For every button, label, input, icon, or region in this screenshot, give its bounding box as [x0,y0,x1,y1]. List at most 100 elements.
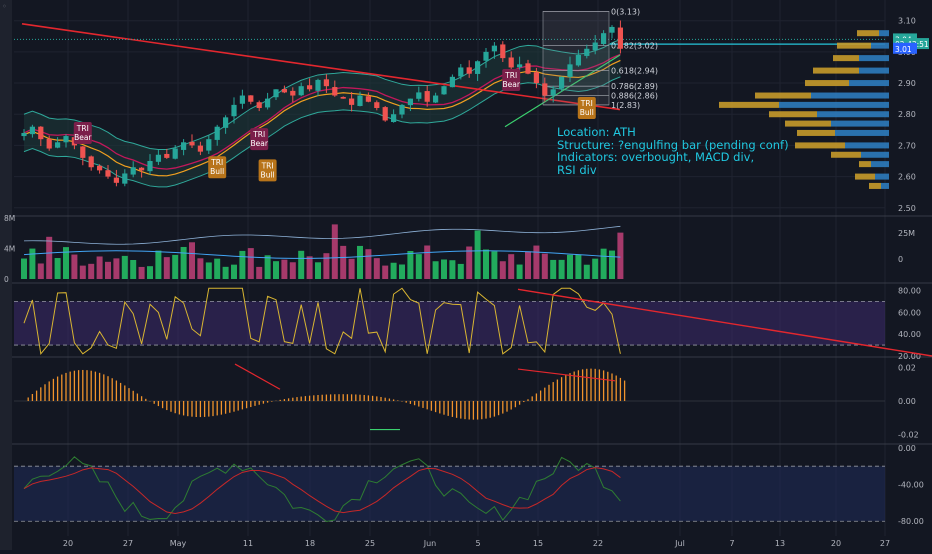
fib-label-1: 0.382(3.02) [611,42,658,51]
ema-cloud-line-b [23,59,621,177]
candle-body-1 [29,126,35,135]
volume-bar-70 [609,250,615,279]
rsi-tick-1: 60.00 [898,308,921,317]
fourth-band-fill [14,466,885,522]
pattern-marker-4 [502,68,521,91]
candle-body-0 [21,132,27,137]
candle-body-18 [172,148,178,159]
pattern-marker-5 [577,97,596,119]
volume-bar-20 [189,242,195,279]
volume-bar-60 [525,251,531,279]
candle-body-21 [197,145,203,152]
x-tick-label-12: 13 [775,539,785,548]
volume-bar-14 [138,266,145,279]
candle-body-43 [382,107,388,121]
candle-body-26 [239,95,245,104]
volume-bar-44 [390,262,397,279]
volume-bar-33 [298,250,305,279]
volume-bar-21 [197,258,204,279]
volume-bar-55 [483,249,489,279]
price-tick-label-0: 3.10 [898,17,916,26]
candle-body-24 [223,117,229,128]
candle-body-45 [399,104,405,115]
x-tick-label-2: May [170,539,187,548]
candle-body-67 [584,48,590,56]
volume-bar-69 [600,248,607,279]
volume-bar-66 [575,254,582,279]
volume-bar-30 [273,261,279,279]
vprofile-down-2 [859,55,889,62]
candle-body-58 [508,57,514,68]
vprofile-up-14 [869,182,881,189]
volume-left-tick-2: 0 [4,275,9,284]
candle-body-55 [483,51,489,61]
vprofile-down-6 [779,101,889,108]
rsi-tick-3: 20.00 [898,352,921,361]
volume-bar-9 [96,256,103,279]
candle-body-54 [475,61,481,74]
volume-bar-17 [163,257,170,279]
volume-bar-50 [441,259,447,279]
candle-body-4 [55,142,61,148]
fourth-tick-0: 0.00 [898,444,916,453]
volume-bar-22 [205,262,212,279]
x-tick-label-1: 27 [123,539,133,548]
volume-bar-57 [499,261,506,279]
volume-bar-0 [21,258,27,279]
fourth-tick-1: -40.00 [898,481,924,490]
candle-body-40 [357,95,363,106]
candle-body-65 [567,64,573,77]
candle-body-69 [601,33,607,44]
x-tick-label-11: 7 [729,539,734,548]
candle-body-48 [424,91,430,102]
volume-bar-58 [508,254,515,279]
price-tick-label-2: 2.90 [898,79,916,88]
candle-body-5 [63,136,69,143]
macd-tick-2: -0.02 [898,431,919,440]
volume-bar-11 [113,258,120,279]
x-tick-label-7: 5 [475,539,480,548]
vprofile-up-9 [797,129,835,136]
volume-bar-42 [373,258,380,279]
vprofile-down-1 [871,42,889,49]
candle-body-41 [365,96,371,102]
fib-label-2: 0.618(2.94) [611,67,658,76]
candle-body-23 [214,126,220,140]
bollinger-upper [23,38,621,150]
volume-bar-25 [231,264,237,279]
candle-body-68 [592,42,598,51]
volume-bar-32 [289,262,296,279]
volume-bar-4 [54,258,61,279]
note-line-structure: Structure: ?engulfing bar (pending conf) [557,137,789,152]
pattern-marker-3 [258,159,277,182]
candle-body-51 [449,76,455,88]
candle-body-29 [265,98,271,108]
volume-bar-51 [449,260,456,279]
pattern-marker-2-line1: TRI [252,130,265,139]
candle-body-42 [374,102,380,108]
volume-bar-7 [79,265,86,279]
vprofile-up-10 [795,142,845,149]
vprofile-up-2 [833,55,859,62]
candle-body-59 [517,64,523,68]
x-tick-label-6: Jun [423,539,437,548]
volume-bar-16 [155,250,162,279]
candle-body-27 [248,95,254,102]
vprofile-down-3 [859,67,889,74]
volume-bar-71 [617,232,624,279]
volume-left-tick-0: 8M [4,214,15,223]
volume-bar-34 [306,256,313,279]
pattern-marker-5-line1: TRI [580,99,593,108]
pattern-marker-1-line1: TRI [210,158,223,167]
volume-bar-28 [256,266,263,279]
candle-body-9 [97,165,103,171]
candle-body-46 [407,98,413,106]
candle-body-39 [349,98,355,105]
price-label-2: 3.01 [895,45,912,54]
volume-right-tick-1: 0 [898,255,903,264]
x-tick-label-8: 15 [533,539,543,548]
vprofile-up-6 [719,101,779,108]
volume-bar-37 [331,224,338,279]
